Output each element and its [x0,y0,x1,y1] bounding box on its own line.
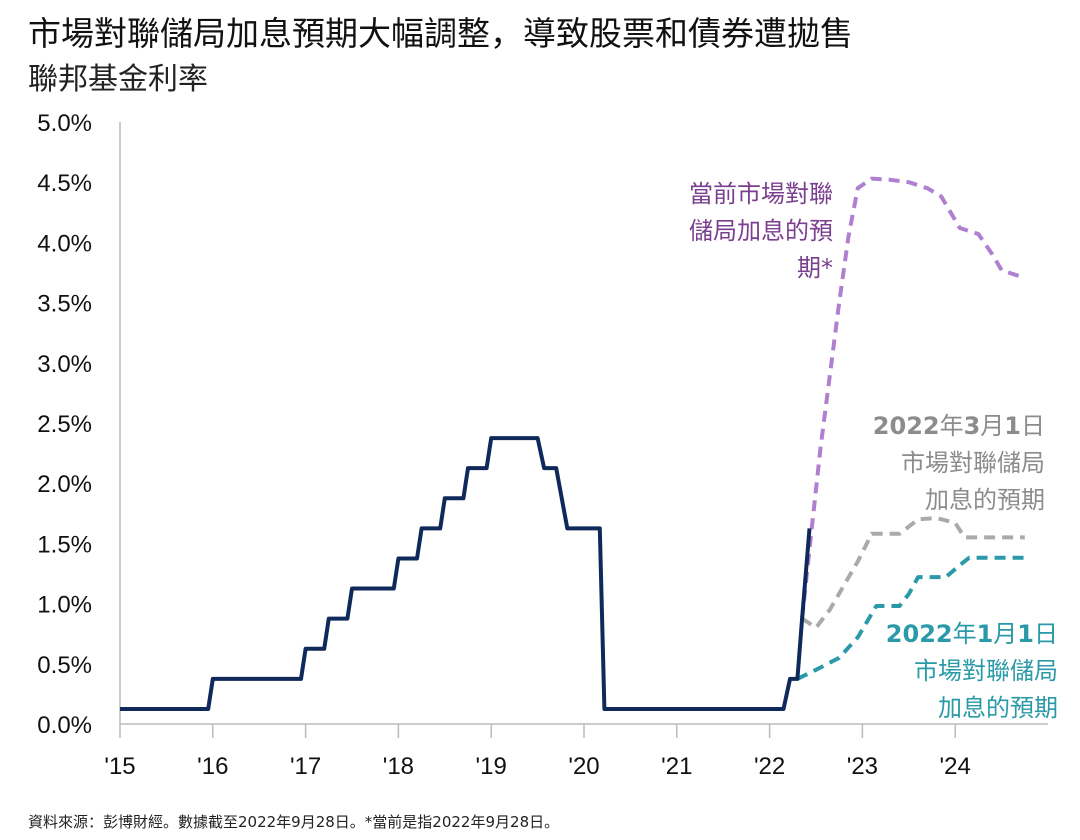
x-tick-label: '18 [383,753,414,780]
annotation-current-line: 儲局加息的預 [689,217,833,245]
y-tick-label: 1.5% [37,531,92,558]
annotation-layer: 當前市場對聯儲局加息的預期*2022年3月1日市場對聯儲局加息的預期2022年1… [689,180,1058,722]
x-tick-label: '24 [940,753,971,780]
annotation-mar-line: 加息的預期 [925,486,1045,514]
y-tick-label: 5.0% [37,110,92,137]
y-axis-ticks: 0.0% 0.5% 1.0% 1.5% 2.0% 2.5% 3.0% 3.5% 4.0% 4.5%… [37,110,92,739]
chart-title: 市場對聯儲局加息預期大幅調整，導致股票和債券遭拋售 [28,14,853,53]
annotation-current-line: 期* [797,254,833,282]
x-tick-label: '20 [568,753,599,780]
annotation-jan-line: 加息的預期 [938,694,1058,722]
annotation-mar-date: 2022年3月1日 [873,412,1045,440]
annotation-mar-line: 市場對聯儲局 [901,449,1045,477]
y-tick-label: 3.0% [37,351,92,378]
chart: 0.0% 0.5% 1.0% 1.5% 2.0% 2.5% 3.0% 3.5% 4.0% 4.5%… [37,110,1058,780]
x-tick-label: '19 [476,753,507,780]
series-layer [120,176,1026,711]
y-tick-label: 4.0% [37,230,92,257]
annotation-current-line: 當前市場對聯 [689,180,833,208]
y-tick-label: 0.0% [37,712,92,739]
series-line-current [800,176,1026,619]
series-line-mar [801,516,1025,630]
x-tick-label: '16 [197,753,228,780]
x-tick-label: '15 [104,753,135,780]
series-line-actual [120,436,812,711]
annotation-jan-date: 2022年1月1日 [886,620,1058,648]
y-tick-label: 0.5% [37,652,92,679]
x-tick-label: '23 [847,753,878,780]
y-tick-label: 2.5% [37,411,92,438]
chart-subtitle: 聯邦基金利率 [28,62,208,97]
x-axis-ticks: '15 '16 '17 '18 '19 '20 '21 '22 '23 '24 [104,724,971,780]
annotation-jan-line: 市場對聯儲局 [914,657,1058,685]
x-tick-label: '22 [754,753,785,780]
y-tick-label: 3.5% [37,291,92,318]
y-tick-label: 2.0% [37,471,92,498]
series-line-jan [796,555,1025,681]
y-tick-label: 4.5% [37,170,92,197]
y-tick-label: 1.0% [37,592,92,619]
source-note: 資料來源：彭博財經。數據截至2022年9月28日。*當前是指2022年9月28日… [28,813,560,831]
x-tick-label: '21 [661,753,692,780]
x-tick-label: '17 [290,753,321,780]
